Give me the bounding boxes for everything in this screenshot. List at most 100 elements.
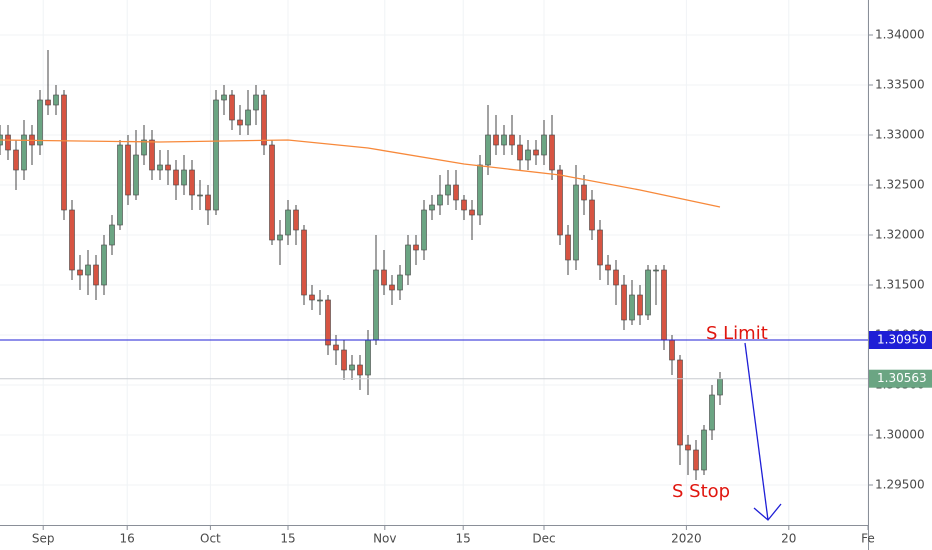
candle <box>693 440 699 480</box>
candle <box>509 115 515 155</box>
candle-body <box>301 229 307 296</box>
candle-body <box>77 269 83 276</box>
candle-body <box>429 204 435 211</box>
candle <box>461 195 467 220</box>
candle <box>253 85 259 125</box>
candle <box>221 85 227 115</box>
candle-body <box>717 378 723 396</box>
candle <box>85 250 91 295</box>
x-tick-label: Dec <box>532 532 555 546</box>
candle-body <box>53 94 59 106</box>
candle <box>589 190 595 240</box>
candle-body <box>189 169 195 196</box>
level-label: 1.30950 <box>877 333 927 347</box>
candle-body <box>205 194 211 211</box>
candle <box>349 355 355 380</box>
candle <box>437 175 443 215</box>
candle <box>525 140 531 170</box>
candle <box>309 285 315 310</box>
candle <box>469 200 475 240</box>
candle-body <box>101 244 107 286</box>
candle <box>573 165 579 270</box>
candle <box>645 265 651 320</box>
annotation: S Limit <box>706 323 768 344</box>
candle-body <box>133 154 139 196</box>
candle <box>93 255 99 300</box>
candle-body <box>541 134 547 156</box>
candle <box>109 215 115 255</box>
candle <box>117 140 123 230</box>
candle-body <box>405 244 411 276</box>
candle-body <box>229 94 235 121</box>
candle-body <box>597 229 603 266</box>
candle <box>373 235 379 345</box>
candle <box>101 235 107 295</box>
candle-body <box>261 94 267 146</box>
candle-body <box>557 169 563 236</box>
candle-body <box>157 164 163 171</box>
candle <box>77 255 83 290</box>
candle-body <box>509 134 515 146</box>
candle-body <box>621 284 627 321</box>
candle <box>293 205 299 245</box>
candle <box>653 265 659 305</box>
candle-body <box>445 184 451 196</box>
candle <box>701 425 707 475</box>
candle-body <box>365 339 371 376</box>
x-tick-label: Fe <box>861 532 875 546</box>
candle-body <box>581 184 587 201</box>
candle <box>277 220 283 265</box>
plot <box>0 50 868 480</box>
candle <box>565 225 571 275</box>
candle <box>237 105 243 135</box>
grid <box>0 0 869 525</box>
candle-body <box>685 444 691 451</box>
x-tick-label: Sep <box>32 532 55 546</box>
x-tick-label: Oct <box>200 532 221 546</box>
x-tick-label: 20 <box>781 532 796 546</box>
candle <box>533 140 539 165</box>
candle-body <box>469 209 475 216</box>
candle-body <box>517 144 523 161</box>
candle-body <box>45 99 51 106</box>
candle <box>125 135 131 205</box>
y-tick-label: 1.29500 <box>875 478 925 492</box>
candle <box>189 160 195 210</box>
candle <box>477 155 483 225</box>
candle-body <box>341 349 347 371</box>
y-tick-label: 1.33000 <box>875 128 925 142</box>
candle-body <box>677 359 683 446</box>
candle-body <box>285 209 291 236</box>
candle <box>165 150 171 185</box>
candle <box>493 115 499 155</box>
candle-body <box>349 364 355 371</box>
candle <box>669 335 675 375</box>
candle-body <box>197 194 203 197</box>
y-tick-label: 1.30000 <box>875 428 925 442</box>
candle-body <box>237 119 243 126</box>
candle <box>245 90 251 135</box>
candle <box>269 140 275 245</box>
candle-body <box>141 139 147 156</box>
y-tick-label: 1.31500 <box>875 278 925 292</box>
candle <box>21 120 27 180</box>
x-tick-label: 2020 <box>671 532 702 546</box>
candle-body <box>317 299 323 302</box>
candle-body <box>669 339 675 361</box>
candle <box>133 130 139 200</box>
candle-body <box>21 134 27 171</box>
candle <box>213 90 219 215</box>
candle <box>37 90 43 155</box>
candle-body <box>293 209 299 231</box>
candle-body <box>149 139 155 171</box>
candle <box>13 140 19 190</box>
candle-body <box>389 284 395 291</box>
candle-body <box>613 269 619 286</box>
last-price-box <box>869 369 932 388</box>
candle <box>381 250 387 295</box>
y-tick-label: 1.33500 <box>875 78 925 92</box>
candle <box>485 105 491 175</box>
candle-body <box>309 294 315 301</box>
candle <box>325 295 331 355</box>
candle-body <box>501 134 507 146</box>
